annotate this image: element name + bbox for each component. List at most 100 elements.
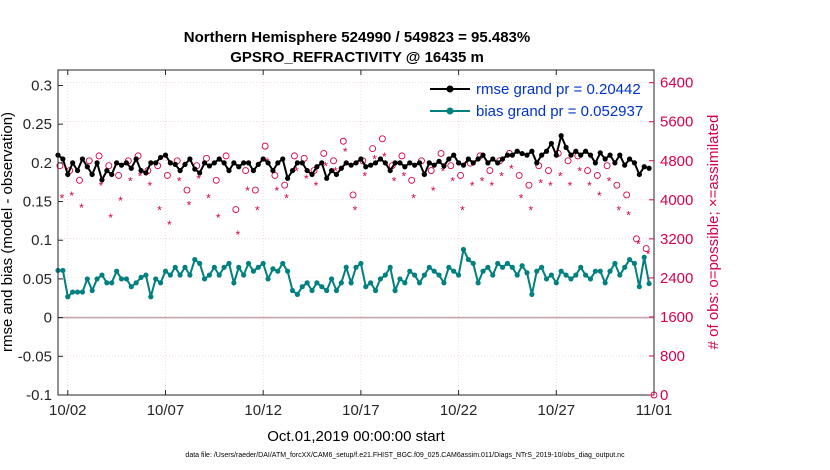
bias-series-point	[617, 272, 623, 278]
bias-series-point	[226, 260, 232, 267]
plot-area-frame	[57, 69, 655, 396]
rmse-series-point	[328, 167, 335, 174]
bias-series-point	[529, 291, 535, 298]
rmse-series-point	[294, 160, 300, 166]
bias-series-point	[304, 280, 310, 286]
rmse-series-point	[578, 152, 584, 158]
rmse-series-point	[84, 164, 90, 170]
rmse-series-point	[157, 154, 164, 161]
bias-series-point	[211, 264, 217, 270]
bias-series-point	[519, 263, 525, 269]
rmse-series-point	[260, 156, 266, 162]
rmse-series-point	[270, 167, 276, 174]
bias-series-point	[231, 280, 237, 286]
obs-possible-point	[457, 171, 464, 179]
bias-series-point	[309, 287, 315, 294]
bias-series-point	[133, 280, 139, 286]
rmse-series-point	[123, 160, 129, 166]
rmse-series-point	[70, 160, 76, 166]
obs-possible-point	[251, 186, 259, 194]
obs-assimilated-point: *	[558, 169, 563, 183]
y-right-tick-label-1: 800	[660, 348, 685, 365]
obs-assimilated-point: *	[460, 204, 465, 218]
obs-assimilated-point: *	[343, 145, 348, 159]
rmse-series-point	[221, 160, 227, 166]
y-axis-left-ticks: -0.1 -0.05 0 0.05 0.1 0.15 0.2 0.25 0.3	[18, 77, 63, 404]
bias-series-point	[153, 276, 159, 282]
bias-series-point	[265, 276, 271, 282]
rmse-series-point	[617, 152, 623, 158]
rmse-series-point	[285, 175, 291, 181]
bias-series-point	[123, 276, 129, 282]
bias-series-point	[587, 276, 594, 282]
bias-series-point	[65, 294, 71, 300]
obs-possible-point	[486, 167, 494, 174]
bias-series-point	[187, 272, 193, 278]
rmse-series-point	[348, 162, 354, 168]
rmse-series-point	[573, 148, 579, 154]
obs-assimilated-point: *	[646, 247, 651, 261]
obs-assimilated-point: *	[177, 174, 182, 188]
bias-series-point	[182, 264, 188, 270]
data-series	[55, 132, 652, 300]
bias-series-point	[104, 280, 110, 286]
rmse-series-point	[597, 150, 603, 156]
rmse-series-point	[524, 152, 530, 158]
rmse-series-point	[104, 167, 110, 174]
obs-assimilated-point: *	[431, 184, 436, 198]
y-left-tick-label-2: 0	[44, 310, 52, 327]
rmse-series-point	[583, 148, 589, 154]
obs-assimilated-point: *	[128, 174, 133, 188]
rmse-series-point	[138, 167, 144, 174]
obs-assimilated-point: *	[167, 218, 172, 232]
bias-series-point	[377, 276, 384, 282]
bias-series-point	[192, 256, 198, 263]
obs-assimilated-point: *	[568, 179, 573, 193]
obs-assimilated-point: *	[314, 179, 319, 193]
rmse-series-point	[236, 164, 242, 170]
bias-series-point	[636, 284, 642, 290]
x-tick-label-2: 10/12	[244, 402, 282, 419]
rmse-series-point	[109, 171, 115, 178]
y-left-tick-label-8: 0.3	[31, 77, 52, 94]
rmse-series-point	[529, 148, 535, 154]
bias-series-point	[416, 280, 423, 286]
obs-possible-point	[369, 145, 377, 153]
rmse-series-point	[602, 156, 608, 162]
bias-series-point	[597, 268, 603, 274]
rmse-series-point	[490, 156, 496, 162]
bias-series-point	[148, 294, 154, 300]
obs-possible-point	[222, 152, 230, 160]
rmse-series-point	[392, 160, 398, 166]
obs-assimilated-point: *	[587, 179, 592, 193]
rmse-series-point	[553, 152, 559, 158]
bias-series-point	[368, 280, 374, 286]
bias-series-point	[299, 284, 305, 290]
obs-possible-point	[603, 162, 611, 170]
rmse-series-point	[451, 152, 457, 158]
obs-assimilated-point: *	[372, 152, 377, 166]
bias-series-point	[641, 254, 647, 260]
obs-assimilated-point: *	[275, 184, 280, 198]
rmse-series-point	[319, 160, 325, 166]
legend-rmse-label: rmse grand pr = 0.20442	[476, 81, 641, 98]
rmse-series-point	[558, 133, 564, 139]
rmse-series-point	[358, 156, 364, 162]
rmse-series-point	[622, 162, 628, 168]
rmse-series-point	[382, 160, 388, 166]
bias-series-point	[167, 272, 173, 278]
obs-possible-point	[525, 181, 533, 189]
rmse-series-point	[480, 152, 486, 158]
rmse-series-point	[304, 167, 310, 174]
bias-series-point	[206, 272, 213, 278]
obs-assimilated-point: *	[382, 150, 387, 164]
rmse-series-point	[211, 160, 217, 166]
rmse-series-point	[197, 170, 203, 176]
rmse-series-point	[626, 156, 633, 162]
bias-series-point	[294, 291, 300, 298]
bias-series-point	[79, 289, 86, 295]
obs-assimilated-point: *	[489, 179, 494, 193]
obs-assimilated-point: *	[99, 179, 104, 193]
rmse-series-point	[368, 162, 374, 168]
